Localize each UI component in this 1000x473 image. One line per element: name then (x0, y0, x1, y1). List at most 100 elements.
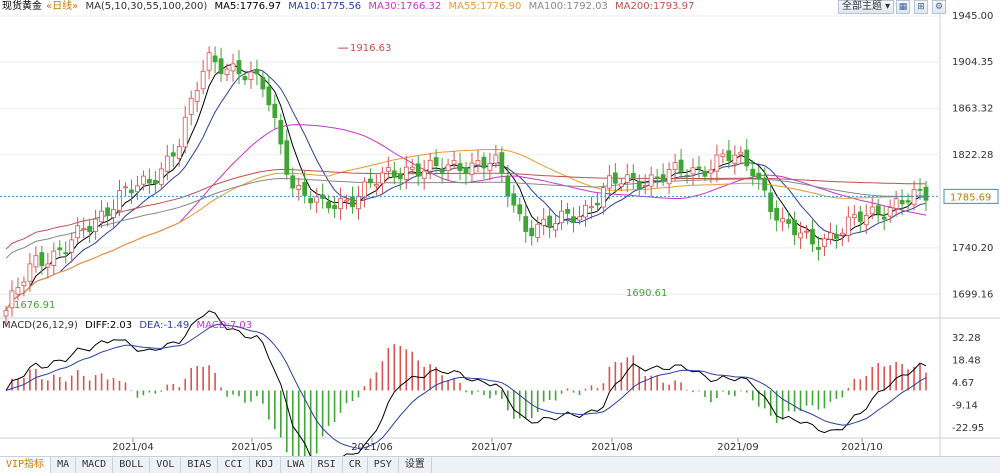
tab-lwa[interactable]: LWA (281, 457, 312, 473)
candle-body (314, 196, 320, 203)
tab-bias[interactable]: BIAS (181, 457, 219, 473)
candle-body (887, 207, 893, 217)
candle-body (93, 218, 99, 232)
candle-body (618, 183, 624, 187)
macd-diff-line (5, 310, 927, 456)
candle-body (3, 309, 9, 317)
candle-body (194, 89, 200, 102)
macd-tick-label: -9.14 (952, 400, 978, 411)
candle-body (828, 232, 833, 240)
ma200-value: MA200:1793.97 (615, 1, 695, 12)
candle-body (350, 196, 355, 208)
macd-tick-label: 32.28 (952, 333, 981, 344)
ma30-value: MA30:1766.32 (368, 1, 442, 12)
candle-body (182, 116, 188, 148)
candle-body (57, 247, 63, 251)
tab-settings[interactable]: 设置 (399, 457, 432, 473)
candle-body (684, 174, 690, 177)
tab-psy[interactable]: PSY (368, 457, 399, 473)
tab-boll[interactable]: BOLL (113, 457, 151, 473)
tab-ma[interactable]: MA (51, 457, 77, 473)
current-price-box (943, 188, 999, 204)
candle-body (409, 166, 415, 170)
candle-body (911, 189, 917, 206)
price-tick-label: 1863.32 (952, 103, 993, 114)
high-annotation: 1916.63 (350, 43, 391, 54)
candle-body (451, 160, 457, 165)
candle-body (123, 186, 128, 189)
settings-icon[interactable]: ⚙ (932, 0, 946, 14)
period-label[interactable]: «日线» (46, 1, 79, 12)
candle-body (236, 60, 242, 75)
candle-body (260, 76, 266, 90)
candle-body (129, 189, 134, 194)
candle-body (606, 175, 612, 189)
candle-body (541, 218, 547, 226)
macd-tick-label: 4.67 (952, 378, 974, 389)
candle-body (242, 76, 248, 81)
candle-body (278, 120, 284, 145)
candle-body (612, 172, 618, 184)
ma100-line (5, 177, 926, 259)
ma55-line (5, 149, 927, 311)
candle-body (141, 175, 146, 185)
candle-body (344, 199, 349, 202)
candle-body (266, 86, 272, 106)
price-tick-label: 1904.35 (952, 57, 993, 68)
candle-body (296, 185, 302, 190)
candle-body (356, 196, 361, 210)
tab-kdj[interactable]: KDJ (250, 457, 281, 473)
candle-body (833, 234, 839, 239)
expand-icon[interactable]: ⊞ (914, 0, 928, 14)
theme-select-label: 全部主题 (842, 1, 882, 12)
candle-body (224, 68, 230, 75)
candle-body (15, 287, 21, 295)
ma100-value: MA100:1792.03 (528, 1, 608, 12)
candle-body (487, 163, 493, 172)
candle-body (750, 168, 756, 176)
tab-vip[interactable]: VIP指标 (0, 457, 52, 473)
candle-body (33, 255, 39, 268)
macd-tick-label: -22.95 (952, 423, 984, 434)
candle-body (624, 174, 630, 183)
candle-body (433, 157, 439, 167)
candle-body (511, 193, 517, 206)
x-tick-label: 2021/05 (231, 442, 273, 453)
candle-body (9, 290, 15, 309)
candle-body (69, 239, 75, 253)
tab-rsi[interactable]: RSI (312, 457, 343, 473)
tab-cr[interactable]: CR (343, 457, 368, 473)
candle-body (272, 103, 278, 119)
candle-body (111, 209, 116, 218)
candle-body (475, 160, 481, 166)
candle-body (786, 219, 791, 224)
candle-body (822, 238, 827, 248)
candle-body (923, 186, 929, 201)
candle-body (523, 216, 529, 232)
theme-select-button[interactable]: 全部主题 ▾ (838, 0, 895, 14)
candle-body (780, 218, 786, 223)
candle-body (332, 205, 337, 210)
candle-body (810, 229, 815, 245)
candle-body (200, 70, 206, 90)
candle-body (493, 154, 499, 164)
candle-body (290, 175, 296, 189)
tab-macd[interactable]: MACD (76, 457, 114, 473)
candle-body (553, 223, 559, 231)
candle-body (308, 198, 314, 204)
candle-body (158, 168, 164, 185)
candle-body (690, 167, 696, 175)
candle-body (75, 225, 81, 239)
kline-chart[interactable]: 1945.00 1904.35 1863.32 1822.28 1785.69 1740.… (0, 0, 1000, 456)
tab-cci[interactable]: CCI (218, 457, 250, 473)
candle-body (176, 146, 182, 159)
candle-body (81, 228, 87, 231)
candle-body (816, 246, 821, 250)
tab-vol[interactable]: VOL (150, 457, 182, 473)
candle-body (899, 200, 905, 205)
candle-body (146, 179, 152, 184)
grid-icon[interactable]: ▦ (896, 0, 910, 14)
candle-body (666, 169, 672, 185)
candle-body (87, 225, 93, 232)
candle-body (439, 168, 445, 173)
